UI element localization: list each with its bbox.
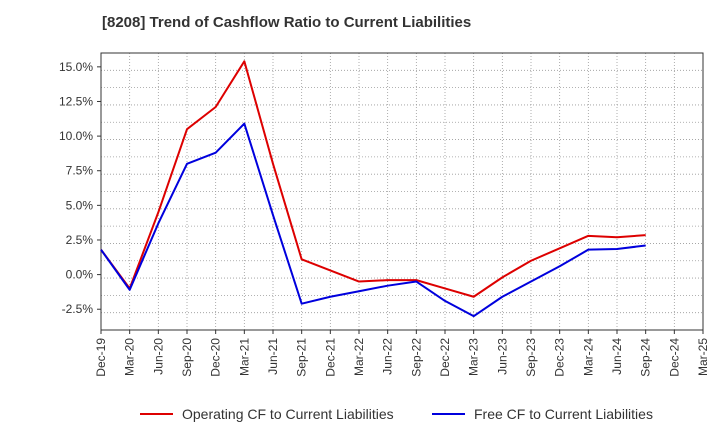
x-tick-label: Sep-23 xyxy=(524,338,538,377)
x-tick-label: Mar-24 xyxy=(581,338,595,376)
x-tick-label: Dec-24 xyxy=(667,338,681,377)
legend-label: Operating CF to Current Liabilities xyxy=(182,406,394,422)
x-tick-label: Dec-21 xyxy=(323,338,337,377)
series-line-free-cf xyxy=(100,122,646,318)
chart-title: [8208] Trend of Cashflow Ratio to Curren… xyxy=(102,14,472,31)
y-tick-label: 5.0% xyxy=(66,198,94,212)
x-tick-label: Jun-22 xyxy=(381,338,395,375)
x-tick-label: Jun-21 xyxy=(266,338,280,375)
series-line-operating-cf xyxy=(100,60,646,298)
x-tick-label: Dec-23 xyxy=(553,338,567,377)
x-tick-label: Jun-24 xyxy=(610,338,624,375)
x-tick-label: Dec-20 xyxy=(209,338,223,377)
x-tick-label: Mar-21 xyxy=(237,338,251,376)
y-tick-label: 15.0% xyxy=(59,60,93,74)
y-tick-label: 2.5% xyxy=(66,233,94,247)
legend-label: Free CF to Current Liabilities xyxy=(474,406,653,422)
x-tick-label: Sep-22 xyxy=(409,338,423,377)
y-tick-label: -2.5% xyxy=(62,302,94,316)
x-tick-label: Sep-20 xyxy=(180,338,194,377)
x-tick-label: Mar-23 xyxy=(467,338,481,376)
x-tick-label: Jun-23 xyxy=(495,338,509,375)
x-tick-label: Mar-22 xyxy=(352,338,366,376)
y-tick-label: 10.0% xyxy=(59,129,93,143)
x-tick-label: Mar-20 xyxy=(123,338,137,376)
x-tick-label: Sep-24 xyxy=(639,338,653,377)
x-tick-label: Jun-20 xyxy=(151,338,165,375)
y-tick-label: 0.0% xyxy=(66,268,94,282)
x-tick-label: Dec-19 xyxy=(94,338,108,377)
y-tick-label: 7.5% xyxy=(66,164,94,178)
plot-area-frame xyxy=(100,52,704,331)
x-tick-label: Dec-22 xyxy=(438,338,452,377)
x-tick-label: Mar-25 xyxy=(696,338,710,376)
x-tick-label: Sep-21 xyxy=(295,338,309,377)
y-tick-label: 12.5% xyxy=(59,94,93,108)
